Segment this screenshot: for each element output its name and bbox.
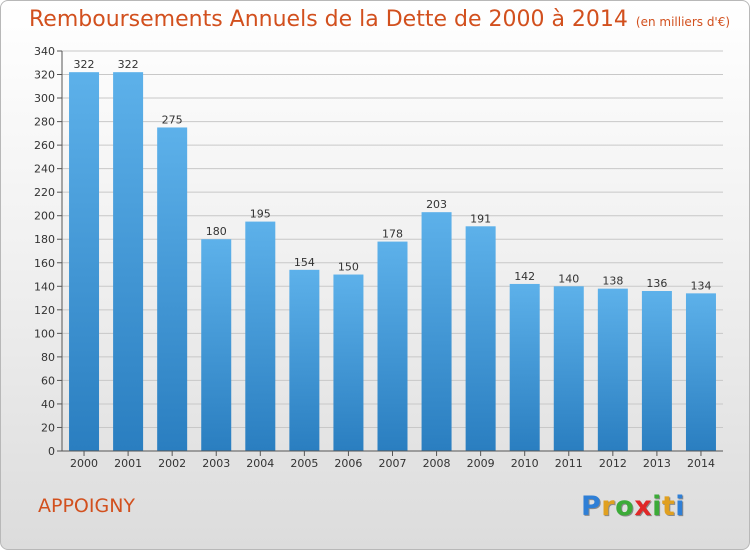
x-tick-label: 2012 bbox=[599, 457, 627, 470]
y-tick-label: 260 bbox=[34, 139, 55, 152]
proxiti-logo: Proxiti bbox=[581, 491, 685, 522]
bar bbox=[553, 286, 584, 451]
bar-value-label: 195 bbox=[250, 208, 271, 221]
bars: 322 322 275 180 195 154 150 178 203 191 142 140 138 1… bbox=[69, 58, 716, 452]
y-tick-label: 280 bbox=[34, 116, 55, 129]
bar-value-label: 275 bbox=[162, 113, 183, 126]
bar bbox=[465, 226, 496, 451]
y-tick-label: 40 bbox=[41, 398, 55, 411]
y-tick-label: 240 bbox=[34, 163, 55, 176]
commune-name: APPOIGNY bbox=[38, 495, 136, 517]
chart-title-text: Remboursements Annuels de la Dette de 20… bbox=[29, 7, 628, 32]
bar-value-label: 154 bbox=[294, 256, 315, 269]
chart-unit: (en milliers d'€) bbox=[635, 15, 731, 29]
y-tick-label: 220 bbox=[34, 186, 55, 199]
bar bbox=[201, 239, 232, 451]
bar-value-label: 150 bbox=[338, 261, 359, 274]
bar bbox=[113, 72, 144, 452]
axes: 0 20 40 60 80 100 120 140 160 180 200 220 240 260 280 3… bbox=[34, 45, 723, 470]
bar-value-label: 140 bbox=[558, 272, 579, 285]
y-tick-label: 120 bbox=[34, 304, 55, 317]
y-tick-label: 200 bbox=[34, 210, 55, 223]
y-tick-label: 160 bbox=[34, 257, 55, 270]
bar-value-label: 191 bbox=[470, 212, 491, 225]
y-tick-label: 60 bbox=[41, 374, 55, 387]
bar bbox=[69, 72, 100, 452]
x-tick-label: 2013 bbox=[643, 457, 671, 470]
x-tick-label: 2008 bbox=[423, 457, 451, 470]
bar bbox=[333, 274, 364, 451]
logo-letter: t bbox=[661, 491, 676, 522]
logo-letter: i bbox=[675, 491, 686, 522]
x-tick-label: 2002 bbox=[158, 457, 186, 470]
bar bbox=[377, 241, 408, 451]
x-tick-label: 2009 bbox=[467, 457, 495, 470]
logo-letter: o bbox=[615, 491, 635, 522]
logo-letter: x bbox=[634, 491, 653, 522]
y-tick-label: 300 bbox=[34, 92, 55, 105]
x-tick-label: 2003 bbox=[202, 457, 230, 470]
chart-title: Remboursements Annuels de la Dette de 20… bbox=[29, 7, 730, 32]
y-tick-label: 140 bbox=[34, 280, 55, 293]
x-tick-label: 2014 bbox=[687, 457, 715, 470]
bar-value-label: 138 bbox=[602, 275, 623, 288]
logo-letter: P bbox=[581, 491, 602, 522]
bar bbox=[685, 293, 716, 451]
y-tick-label: 180 bbox=[34, 233, 55, 246]
bar bbox=[157, 127, 188, 452]
y-tick-label: 100 bbox=[34, 327, 55, 340]
bar-value-label: 180 bbox=[206, 225, 227, 238]
x-tick-label: 2005 bbox=[290, 457, 318, 470]
bar-value-label: 136 bbox=[646, 277, 667, 290]
x-tick-label: 2006 bbox=[334, 457, 362, 470]
bar-value-label: 134 bbox=[690, 279, 711, 292]
bar-value-label: 203 bbox=[426, 198, 447, 211]
bar bbox=[245, 221, 276, 451]
bar bbox=[289, 269, 320, 451]
x-tick-label: 2001 bbox=[114, 457, 142, 470]
bar-value-label: 178 bbox=[382, 228, 403, 241]
x-tick-label: 2007 bbox=[379, 457, 407, 470]
bar-value-label: 142 bbox=[514, 270, 535, 283]
x-tick-label: 2010 bbox=[511, 457, 539, 470]
y-tick-label: 320 bbox=[34, 69, 55, 82]
x-tick-label: 2011 bbox=[555, 457, 583, 470]
y-tick-label: 80 bbox=[41, 351, 55, 364]
y-tick-label: 20 bbox=[41, 421, 55, 434]
bar bbox=[509, 283, 540, 451]
bar-value-label: 322 bbox=[118, 58, 139, 71]
x-tick-label: 2004 bbox=[246, 457, 274, 470]
logo-letter: r bbox=[601, 491, 616, 522]
bar bbox=[597, 288, 628, 451]
bar bbox=[641, 291, 672, 451]
y-tick-label: 0 bbox=[48, 445, 55, 458]
bar-value-label: 322 bbox=[74, 58, 95, 71]
x-tick-label: 2000 bbox=[70, 457, 98, 470]
y-tick-label: 340 bbox=[34, 45, 55, 58]
bar bbox=[421, 212, 452, 451]
logo-letter: i bbox=[652, 491, 662, 522]
